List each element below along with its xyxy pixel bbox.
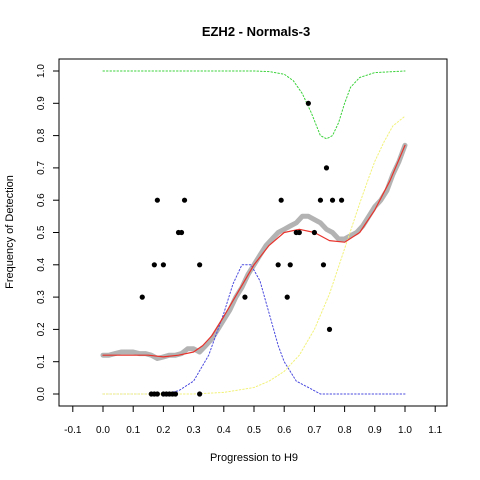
x-axis-label: Progression to H9	[210, 452, 298, 464]
x-tick-label: 0.3	[187, 425, 201, 436]
data-point	[151, 262, 157, 268]
x-tick-label: 1.0	[398, 425, 412, 436]
data-point	[320, 262, 327, 268]
x-tick-label: 0.2	[156, 425, 170, 436]
x-tick-label: 0.4	[217, 425, 231, 436]
data-point	[287, 262, 293, 268]
y-tick-label: 0.1	[36, 354, 47, 368]
x-tick-label: 0.0	[96, 425, 110, 436]
data-point	[181, 197, 188, 203]
y-tick-label: 0.6	[36, 193, 47, 207]
x-tick-label: 1.1	[428, 425, 442, 436]
data-point	[329, 197, 336, 203]
data-point	[154, 197, 160, 203]
y-tick-label: 0.2	[36, 322, 47, 336]
data-point	[338, 197, 345, 203]
y-tick-label: 0.5	[36, 225, 47, 239]
x-tick-label: 0.7	[307, 425, 321, 436]
data-point	[139, 294, 145, 300]
data-point	[326, 326, 333, 332]
data-point	[178, 229, 185, 236]
data-point	[278, 197, 284, 203]
y-tick-label: 0.4	[36, 257, 47, 271]
data-point	[305, 100, 311, 106]
data-point	[317, 197, 324, 203]
y-tick-label: 0.3	[36, 290, 47, 304]
y-tick-label: 1.0	[36, 64, 47, 78]
x-tick-label: 0.6	[277, 425, 291, 436]
smoothed-series-line	[100, 142, 408, 361]
data-point	[160, 262, 166, 268]
data-point	[311, 229, 317, 236]
y-tick-label: 0.9	[36, 96, 47, 110]
dotted-series-line	[102, 70, 406, 140]
y-tick-label: 0.7	[36, 161, 47, 175]
y-axis-label: Frequency of Detection	[4, 175, 16, 289]
data-point	[172, 391, 179, 397]
dotted-series-line	[102, 264, 406, 395]
x-tick-label: -0.1	[64, 425, 82, 436]
x-tick-label: 0.9	[368, 425, 382, 436]
x-tick-label: 0.8	[338, 425, 352, 436]
x-axis: -0.1 0.0 0.1 0.2 0.3 0.4 0.5 0.6 0.7 0.8 0.9 1.0 1.1	[64, 406, 443, 436]
y-axis: 0.0 0.1 0.2 0.3 0.4 0.5 0.6 0.7 0.8 0.9 1.0	[36, 64, 59, 401]
dotted-series-line	[102, 115, 406, 395]
series-layer	[100, 70, 408, 397]
chart-title: EZH2 - Normals-3	[202, 24, 310, 39]
data-point	[242, 294, 248, 300]
data-point	[323, 165, 330, 171]
x-tick-label: 0.5	[247, 425, 261, 436]
data-point	[154, 391, 160, 397]
data-point	[296, 229, 302, 236]
data-point	[284, 294, 290, 300]
y-tick-label: 0.8	[36, 128, 47, 142]
x-tick-label: 0.1	[126, 425, 140, 436]
data-point	[197, 262, 203, 268]
data-point	[275, 262, 281, 268]
fit-series-line	[102, 144, 406, 358]
y-tick-label: 0.0	[36, 387, 47, 401]
data-point	[197, 391, 203, 397]
